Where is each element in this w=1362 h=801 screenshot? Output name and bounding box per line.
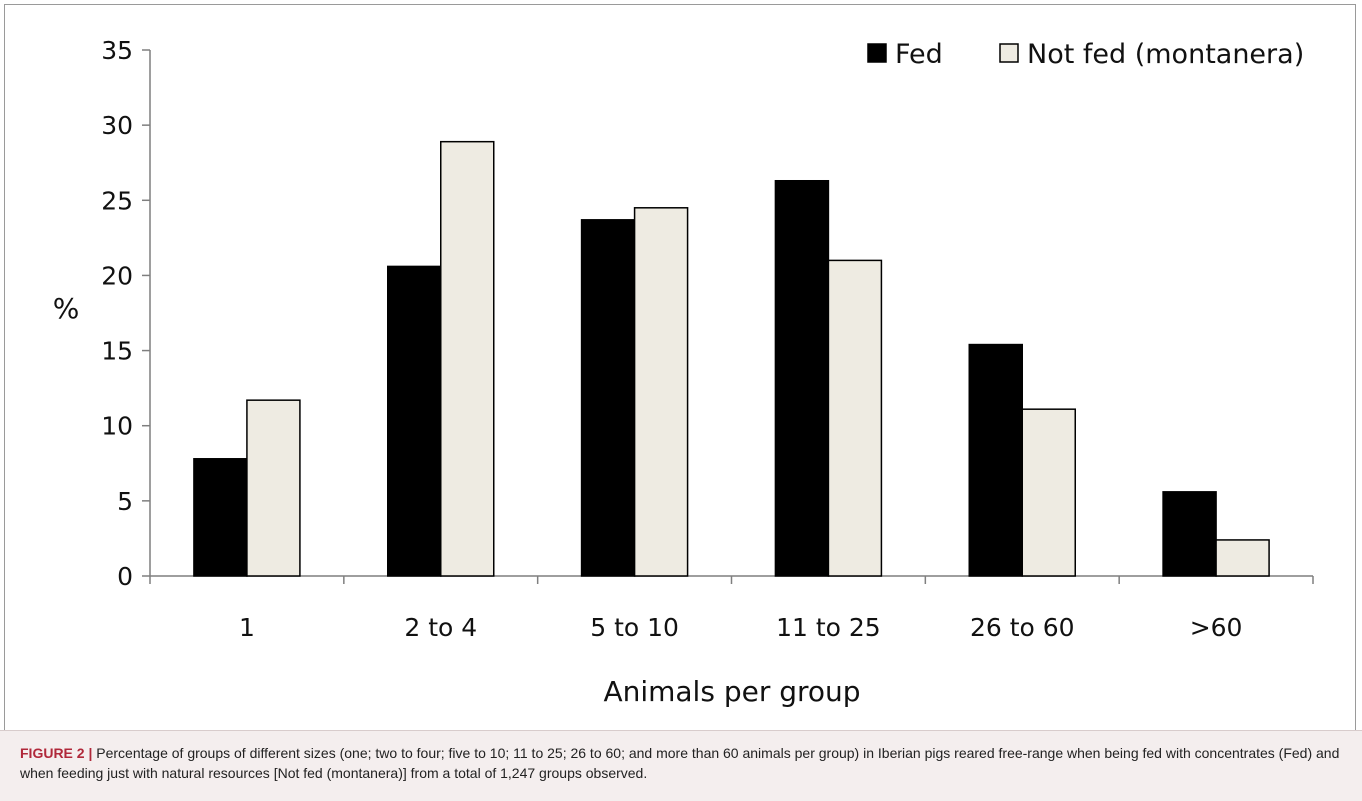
caption-label: FIGURE 2 | — [20, 745, 93, 761]
x-category-label: 26 to 60 — [970, 613, 1075, 642]
x-axis: 1 2 to 4 5 to 10 11 to 25 26 to 60 >60 — [149, 575, 1314, 642]
bar-not-fed — [246, 399, 301, 577]
y-tick-label: 0 — [117, 562, 133, 591]
bar-fed — [774, 179, 830, 577]
x-category-label: 5 to 10 — [590, 613, 679, 642]
legend: Fed Not fed (montanera) — [867, 39, 1304, 70]
x-category-label: 11 to 25 — [776, 613, 881, 642]
y-tick-label: 35 — [101, 36, 133, 65]
legend-label-fed: Fed — [895, 39, 943, 70]
figure-caption-box: FIGURE 2 | Percentage of groups of diffe… — [0, 730, 1362, 801]
caption-text: Percentage of groups of different sizes … — [20, 745, 1340, 781]
figure-caption: FIGURE 2 | Percentage of groups of diffe… — [20, 743, 1345, 783]
bar-fed — [387, 265, 442, 577]
bar-fed — [1162, 491, 1217, 577]
legend-swatch-fed — [867, 43, 887, 63]
y-axis: 0 5 10 15 20 25 30 35 — [101, 36, 151, 591]
x-category-label: 1 — [239, 613, 255, 642]
bar-not-fed — [1215, 539, 1270, 577]
x-axis-title: Animals per group — [603, 675, 860, 708]
bars — [193, 140, 1270, 577]
legend-label-not-fed: Not fed (montanera) — [1027, 39, 1304, 70]
x-category-label: >60 — [1190, 613, 1243, 642]
bar-fed — [193, 458, 248, 577]
bar-not-fed — [1021, 408, 1076, 577]
y-tick-label: 10 — [101, 412, 133, 441]
y-tick-label: 25 — [101, 186, 133, 215]
bar-fed — [580, 219, 636, 577]
x-category-label: 2 to 4 — [404, 613, 477, 642]
y-tick-label: 30 — [101, 111, 133, 140]
bar-fed — [968, 343, 1023, 577]
y-tick-label: 15 — [101, 337, 133, 366]
bar-not-fed — [633, 207, 689, 577]
y-tick-label: 5 — [117, 487, 133, 516]
bar-not-fed — [827, 259, 883, 577]
y-axis-title: % — [53, 292, 80, 325]
bar-chart: 0 5 10 15 20 25 30 35 1 2 to 4 5 to 10 11 to 25 26 … — [53, 36, 1314, 708]
bar-not-fed — [440, 140, 495, 577]
y-tick-label: 20 — [101, 261, 133, 290]
legend-swatch-not-fed — [999, 43, 1019, 63]
